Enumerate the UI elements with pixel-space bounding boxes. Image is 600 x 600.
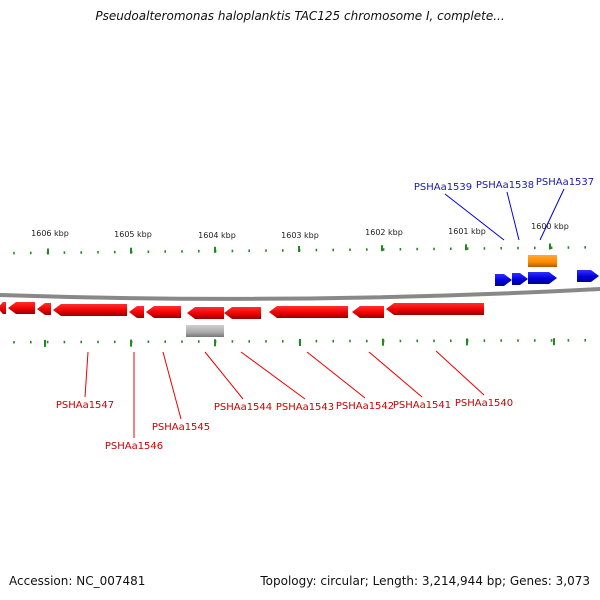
reverse-gene-label[interactable]: PSHAa1541 bbox=[393, 400, 451, 411]
reverse-gene-label[interactable]: PSHAa1545 bbox=[152, 422, 210, 433]
reverse-gene-label[interactable]: PSHAa1544 bbox=[214, 402, 272, 413]
gene-features bbox=[0, 255, 599, 337]
callout-line bbox=[435, 350, 485, 396]
forward-gene-arrow[interactable] bbox=[528, 272, 557, 284]
callout-line bbox=[539, 188, 565, 241]
reverse-gene-label[interactable]: PSHAa1546 bbox=[105, 441, 163, 452]
scale-label: 1605 kbp bbox=[114, 230, 152, 239]
forward-gene-label[interactable]: PSHAa1538 bbox=[476, 180, 534, 191]
callout-line bbox=[84, 351, 89, 398]
forward-gene-label[interactable]: PSHAa1539 bbox=[414, 182, 472, 193]
callout-line bbox=[204, 351, 244, 400]
reverse-gene-arrow[interactable] bbox=[146, 306, 181, 318]
scale-label: 1606 kbp bbox=[31, 229, 69, 238]
scale-label: 1604 kbp bbox=[198, 231, 236, 240]
reverse-gene-arrow[interactable] bbox=[269, 306, 348, 318]
scale-label: 1600 kbp bbox=[531, 222, 569, 231]
forward-gene-label[interactable]: PSHAa1537 bbox=[536, 177, 594, 188]
scale-label: 1602 kbp bbox=[365, 228, 403, 237]
reverse-gene-arrow[interactable] bbox=[37, 303, 51, 315]
gene-callouts: PSHAa1539 PSHAa1538 PSHAa1537 PSHAa1547 PSHA… bbox=[56, 177, 594, 452]
reverse-gene-arrow[interactable] bbox=[53, 304, 127, 316]
callout-line bbox=[306, 351, 366, 399]
forward-gene-arrow[interactable] bbox=[495, 274, 512, 286]
upper-tick-track bbox=[13, 243, 587, 255]
reverse-gene-label[interactable]: PSHAa1543 bbox=[276, 402, 334, 413]
rna-feature[interactable] bbox=[528, 255, 557, 267]
genome-summary-text: Topology: circular; Length: 3,214,944 bp… bbox=[260, 574, 590, 588]
reverse-gene-arrow[interactable] bbox=[224, 307, 261, 319]
callout-line bbox=[162, 351, 182, 420]
reverse-gene-label[interactable]: PSHAa1547 bbox=[56, 400, 114, 411]
callout-line bbox=[368, 351, 423, 398]
pseudo-gene-feature[interactable] bbox=[186, 325, 224, 337]
callout-line bbox=[506, 191, 520, 241]
reverse-gene-arrow[interactable] bbox=[129, 306, 144, 318]
reverse-gene-arrow[interactable] bbox=[187, 307, 224, 319]
map-title: Pseudoalteromonas haloplanktis TAC125 ch… bbox=[95, 9, 505, 23]
reverse-gene-arrow[interactable] bbox=[8, 302, 35, 314]
reverse-gene-arrow[interactable] bbox=[0, 302, 6, 314]
callout-line bbox=[444, 193, 505, 241]
scale-label: 1601 kbp bbox=[448, 227, 486, 236]
accession-text: Accession: NC_007481 bbox=[9, 574, 146, 588]
reverse-gene-arrow[interactable] bbox=[386, 303, 484, 315]
forward-gene-arrow[interactable] bbox=[512, 273, 528, 285]
reverse-gene-arrow[interactable] bbox=[352, 306, 384, 318]
scale-labels: 1606 kbp 1605 kbp 1604 kbp 1603 kbp 1602 kbp… bbox=[31, 222, 569, 240]
scale-label: 1603 kbp bbox=[281, 231, 319, 240]
callout-line bbox=[240, 351, 306, 400]
chromosome-backbone bbox=[0, 287, 600, 301]
lower-tick-track bbox=[13, 338, 587, 347]
reverse-gene-label[interactable]: PSHAa1542 bbox=[336, 401, 394, 412]
forward-gene-arrow[interactable] bbox=[577, 270, 599, 282]
reverse-gene-label[interactable]: PSHAa1540 bbox=[455, 398, 513, 409]
